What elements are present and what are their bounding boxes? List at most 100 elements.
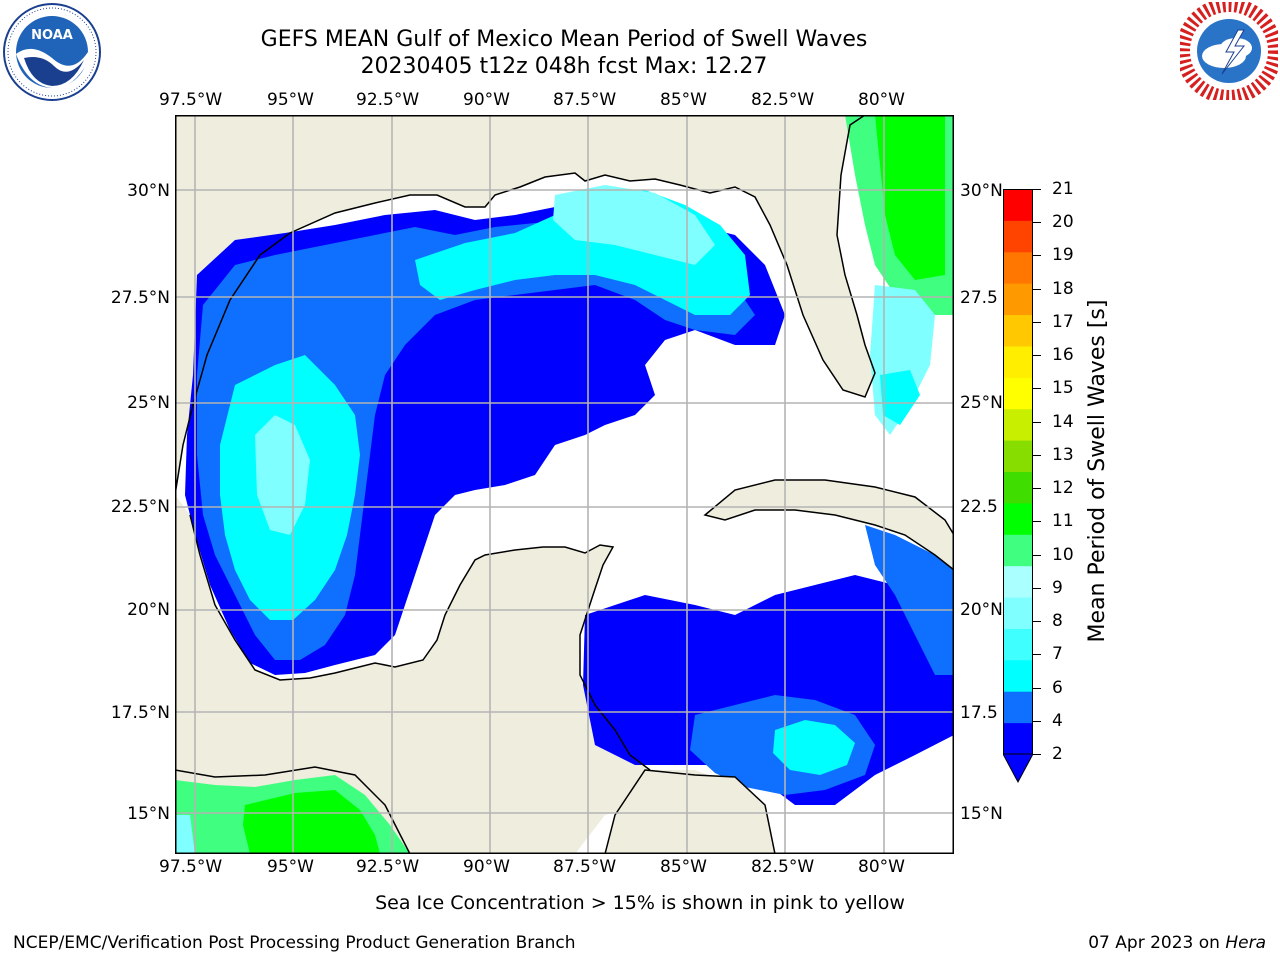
- swell-contour-6-7: [880, 370, 920, 425]
- lon-tick-label: 95°W: [267, 857, 314, 877]
- colorbar-tick-mark: [1033, 621, 1041, 623]
- colorbar-tick-mark: [1033, 687, 1041, 689]
- coastline-central-america: [175, 766, 411, 854]
- colorbar-tick-label: 11: [1052, 511, 1074, 532]
- colorbar-tick-mark: [1033, 288, 1041, 290]
- colorbar-segment: [1003, 251, 1033, 284]
- colorbar-segment: [1003, 220, 1033, 253]
- colorbar-tick-mark: [1033, 222, 1041, 224]
- colorbar: [1003, 189, 1033, 784]
- lat-tick-label: 27.5°N: [110, 288, 170, 308]
- colorbar-tick-label: 7: [1052, 644, 1063, 665]
- colorbar-tick-label: 16: [1052, 345, 1074, 366]
- colorbar-tick-mark: [1033, 554, 1041, 556]
- colorbar-tick-label: 9: [1052, 577, 1063, 598]
- lon-tick-label: 85°W: [660, 857, 707, 877]
- swell-contour-10-11: [875, 115, 945, 280]
- colorbar-tick-label: 8: [1052, 611, 1063, 632]
- lon-tick-label: 90°W: [463, 857, 510, 877]
- lon-tick-label: 80°W: [858, 857, 905, 877]
- colorbar-tick-mark: [1033, 754, 1041, 755]
- sea-ice-note-text: Sea Ice Concentration > 15% is shown in …: [375, 892, 905, 914]
- map-frame: [175, 115, 954, 854]
- lat-tick-label: 25°N: [960, 393, 1003, 413]
- lat-tick-label: 17.5: [960, 703, 998, 723]
- colorbar-tick-label: 4: [1052, 710, 1063, 731]
- colorbar-tick-mark: [1033, 255, 1041, 257]
- lat-tick-label: 22.5: [960, 497, 998, 517]
- colorbar-segment: [1003, 440, 1033, 472]
- lon-tick-label: 87.5°W: [553, 857, 617, 877]
- colorbar-segment: [1003, 471, 1033, 504]
- noaa-logo: NOAA: [2, 2, 102, 102]
- colorbar-tick-mark: [1033, 488, 1041, 490]
- lat-tick-label: 20°N: [127, 600, 170, 620]
- date-credit: 07 Apr 2023 on Hera: [1088, 933, 1266, 953]
- lat-tick-label: 25°N: [127, 393, 170, 413]
- lon-tick-label: 95°W: [267, 90, 314, 110]
- colorbar-tick-label: 20: [1052, 212, 1074, 233]
- graticule: [175, 115, 954, 854]
- colorbar-segment: [1003, 345, 1033, 378]
- colorbar-tick-mark: [1033, 720, 1041, 722]
- lat-tick-label: 15°N: [960, 804, 1003, 824]
- lon-tick-label: 80°W: [858, 90, 905, 110]
- lon-tick-label: 85°W: [660, 90, 707, 110]
- colorbar-segment: [1003, 565, 1033, 598]
- colorbar-segment: [1003, 628, 1033, 661]
- lon-tick-label: 92.5°W: [356, 90, 420, 110]
- colorbar-segment: [1003, 534, 1033, 567]
- colorbar-segment: [1003, 722, 1033, 755]
- colorbar-segment: [1003, 377, 1033, 410]
- pacific-swell: [175, 815, 195, 854]
- lon-tick-label: 92.5°W: [356, 857, 420, 877]
- colorbar-tick-label: 18: [1052, 278, 1074, 299]
- chart-subtitle: 20230405 t12z 048h fcst Max: 12.27: [360, 54, 768, 79]
- colorbar-tick-label: 14: [1052, 411, 1074, 432]
- colorbar-segment: [1003, 691, 1033, 724]
- swell-period-map: [175, 115, 954, 854]
- lon-tick-label: 82.5°W: [751, 857, 815, 877]
- colorbar-extend-triangle: [1003, 753, 1033, 784]
- colorbar-svg: [1003, 189, 1033, 784]
- swell-contour-7-8: [255, 415, 310, 535]
- colorbar-segment: [1003, 502, 1033, 535]
- colorbar-segment: [1003, 283, 1033, 316]
- colorbar-tick-label: 19: [1052, 245, 1074, 266]
- colorbar-tick-mark: [1033, 189, 1041, 190]
- host-name: Hera: [1225, 933, 1266, 953]
- colorbar-tick-mark: [1033, 587, 1041, 589]
- sea-ice-note: Sea Ice Concentration > 15% is shown in …: [0, 892, 1280, 914]
- coastline: [189, 514, 651, 771]
- lat-tick-label: 30°N: [127, 181, 170, 201]
- coastline-honduras: [604, 769, 776, 854]
- colorbar-label: Mean Period of Swell Waves [s]: [1085, 299, 1110, 643]
- colorbar-tick-mark: [1033, 654, 1041, 656]
- coastline-cuba: [703, 479, 954, 571]
- colorbar-segment: [1003, 597, 1033, 629]
- lat-tick-label: 22.5°N: [110, 497, 170, 517]
- svg-text:NOAA: NOAA: [31, 28, 73, 43]
- colorbar-tick-mark: [1033, 421, 1041, 423]
- colorbar-tick-label: 2: [1052, 744, 1063, 764]
- colorbar-tick-label: 13: [1052, 444, 1074, 465]
- lon-tick-label: 82.5°W: [751, 90, 815, 110]
- colorbar-tick-mark: [1033, 321, 1041, 323]
- colorbar-tick-mark: [1033, 521, 1041, 523]
- pacific-swell: [243, 790, 380, 854]
- lon-tick-label: 87.5°W: [553, 90, 617, 110]
- colorbar-tick-label: 12: [1052, 478, 1074, 499]
- colorbar-tick-label: 10: [1052, 544, 1074, 565]
- colorbar-tick-label: 21: [1052, 179, 1074, 199]
- lat-tick-label: 27.5: [960, 288, 998, 308]
- lon-tick-label: 90°W: [463, 90, 510, 110]
- coastline: [175, 115, 876, 496]
- lon-tick-label: 97.5°W: [159, 90, 223, 110]
- colorbar-segment: [1003, 314, 1033, 347]
- lon-tick-label: 97.5°W: [159, 857, 223, 877]
- producer-credit: NCEP/EMC/Verification Post Processing Pr…: [13, 933, 576, 953]
- colorbar-tick-label: 15: [1052, 378, 1074, 399]
- swell-contour-7-8: [553, 185, 715, 265]
- colorbar-tick-mark: [1033, 355, 1041, 357]
- colorbar-segment: [1003, 189, 1033, 221]
